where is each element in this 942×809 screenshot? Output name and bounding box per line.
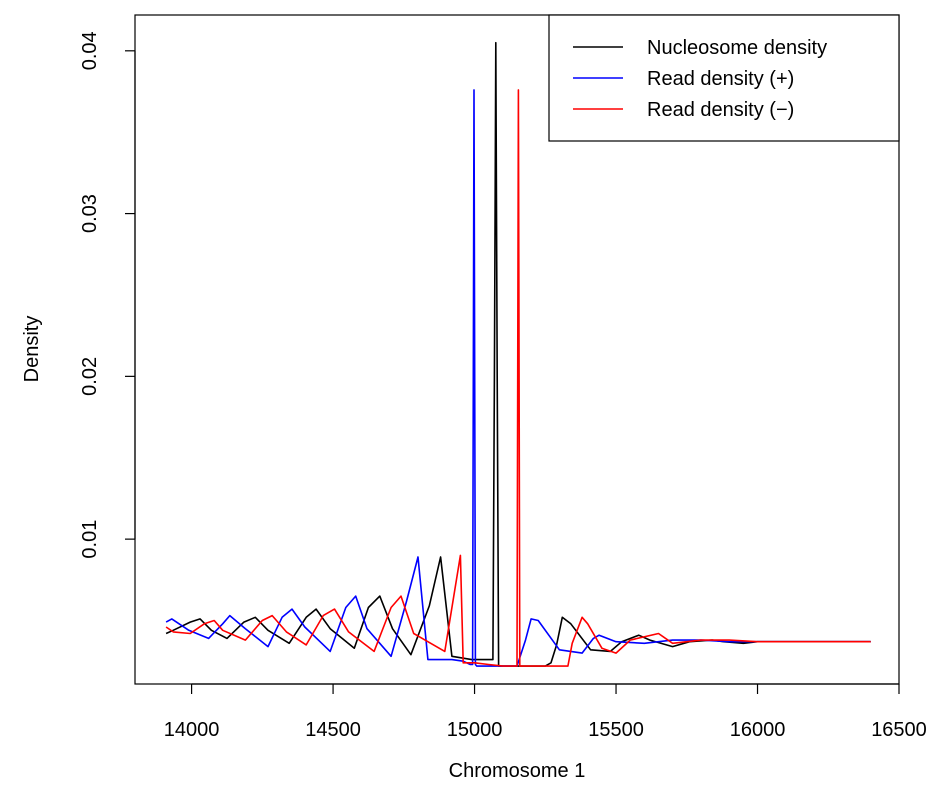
x-tick-label: 14000 bbox=[164, 719, 220, 741]
y-tick-label: 0.04 bbox=[79, 31, 101, 70]
series-line-0 bbox=[165, 41, 871, 667]
y-tick-label: 0.01 bbox=[79, 520, 101, 559]
x-tick-label: 15500 bbox=[588, 719, 644, 741]
legend-label: Read density (−) bbox=[647, 99, 794, 121]
x-axis: 14000 14500 15000 15500 16000 16500 bbox=[164, 683, 927, 741]
legend-label: Read density (+) bbox=[647, 68, 794, 90]
x-tick-label: 16500 bbox=[871, 719, 927, 741]
y-axis-label: Density bbox=[21, 316, 43, 383]
x-tick-label: 14500 bbox=[305, 719, 361, 741]
series-line-2 bbox=[165, 89, 871, 667]
legend-label: Nucleosome density bbox=[647, 37, 827, 59]
y-tick-label: 0.03 bbox=[79, 194, 101, 233]
x-tick-label: 15000 bbox=[447, 719, 503, 741]
y-axis: 0.01 0.02 0.03 0.04 bbox=[79, 31, 136, 559]
legend: Nucleosome density Read density (+) Read d… bbox=[548, 14, 900, 142]
x-axis-label: Chromosome 1 bbox=[449, 760, 586, 782]
y-tick-label: 0.02 bbox=[79, 357, 101, 396]
plot-lines bbox=[165, 41, 871, 667]
x-tick-label: 16000 bbox=[730, 719, 786, 741]
series-line-1 bbox=[165, 89, 871, 667]
